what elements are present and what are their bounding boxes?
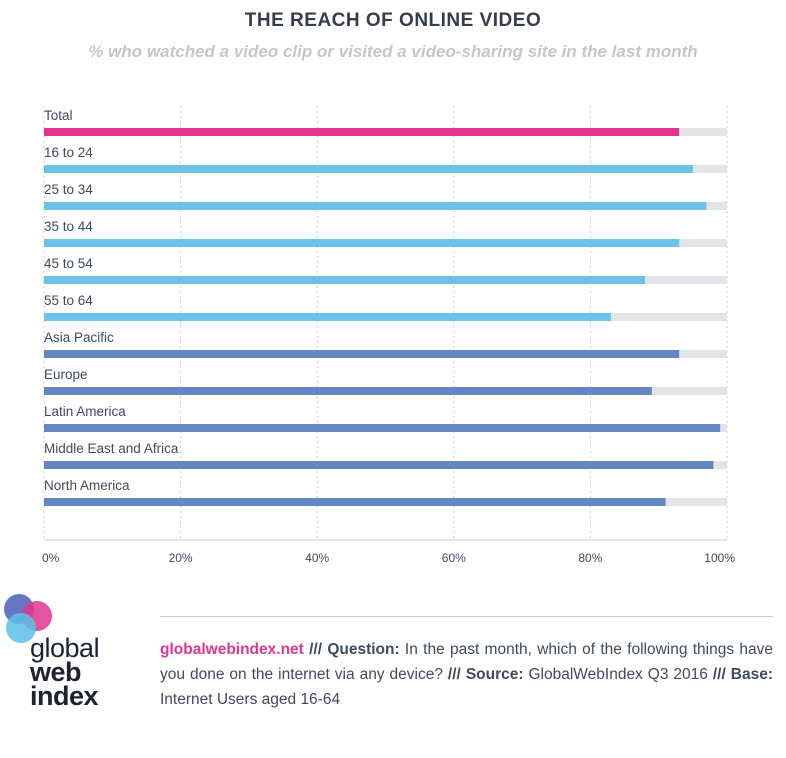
bar bbox=[44, 128, 680, 136]
chart-subtitle: % who watched a video clip or visited a … bbox=[88, 42, 698, 61]
question-text: In the past month, which of the followin… bbox=[160, 641, 773, 683]
category-label: North America bbox=[44, 478, 130, 493]
category-label: 25 to 34 bbox=[44, 182, 93, 197]
category-label: 35 to 44 bbox=[44, 219, 93, 234]
x-tick-label: 80% bbox=[578, 551, 602, 565]
footer-site-link[interactable]: globalwebindex.net bbox=[160, 641, 304, 658]
bar bbox=[44, 387, 652, 395]
source-label: Source: bbox=[465, 666, 524, 683]
category-label: Middle East and Africa bbox=[44, 441, 179, 456]
x-tick-label: 0% bbox=[42, 551, 60, 565]
logo-word-global: global bbox=[30, 633, 100, 663]
category-label: Europe bbox=[44, 367, 88, 382]
chart-title: THE REACH OF ONLINE VIDEO bbox=[244, 10, 542, 31]
bar bbox=[44, 276, 646, 284]
bar bbox=[44, 239, 680, 247]
question-label: Question: bbox=[327, 641, 400, 658]
footer-separator: /// bbox=[707, 666, 731, 683]
source-text: GlobalWebIndex Q3 2016 bbox=[523, 666, 708, 683]
category-label: 45 to 54 bbox=[44, 256, 93, 271]
bar-chart: Total 16 to 24 25 to 34 35 to 44 45 to 54 55 … bbox=[42, 106, 735, 565]
category-label: Asia Pacific bbox=[44, 330, 114, 345]
x-tick-label: 20% bbox=[169, 551, 193, 565]
bar bbox=[44, 202, 707, 210]
logo-word-index: index bbox=[30, 681, 99, 711]
category-label: Total bbox=[44, 108, 73, 123]
bar bbox=[44, 350, 680, 358]
logo-wordmark: global web index bbox=[30, 633, 100, 711]
footer-separator: /// bbox=[303, 641, 328, 658]
base-text: Internet Users aged 16-64 bbox=[160, 691, 341, 708]
category-label: 55 to 64 bbox=[44, 293, 93, 308]
bar bbox=[44, 498, 666, 506]
bar bbox=[44, 165, 693, 173]
logo-circles-icon bbox=[4, 594, 52, 643]
x-tick-label: 60% bbox=[442, 551, 466, 565]
base-label: Base: bbox=[730, 666, 773, 683]
bar bbox=[44, 461, 714, 469]
footer-separator: /// bbox=[442, 666, 466, 683]
x-tick-label: 40% bbox=[305, 551, 329, 565]
category-label: Latin America bbox=[44, 404, 126, 419]
logo-word-web: web bbox=[30, 657, 82, 687]
bar bbox=[44, 424, 721, 432]
footer-note: globalwebindex.net /// Question: In the … bbox=[160, 637, 773, 712]
category-label: 16 to 24 bbox=[44, 145, 93, 160]
footer-divider bbox=[160, 616, 773, 617]
bar bbox=[44, 313, 611, 321]
x-tick-label: 100% bbox=[704, 551, 735, 565]
